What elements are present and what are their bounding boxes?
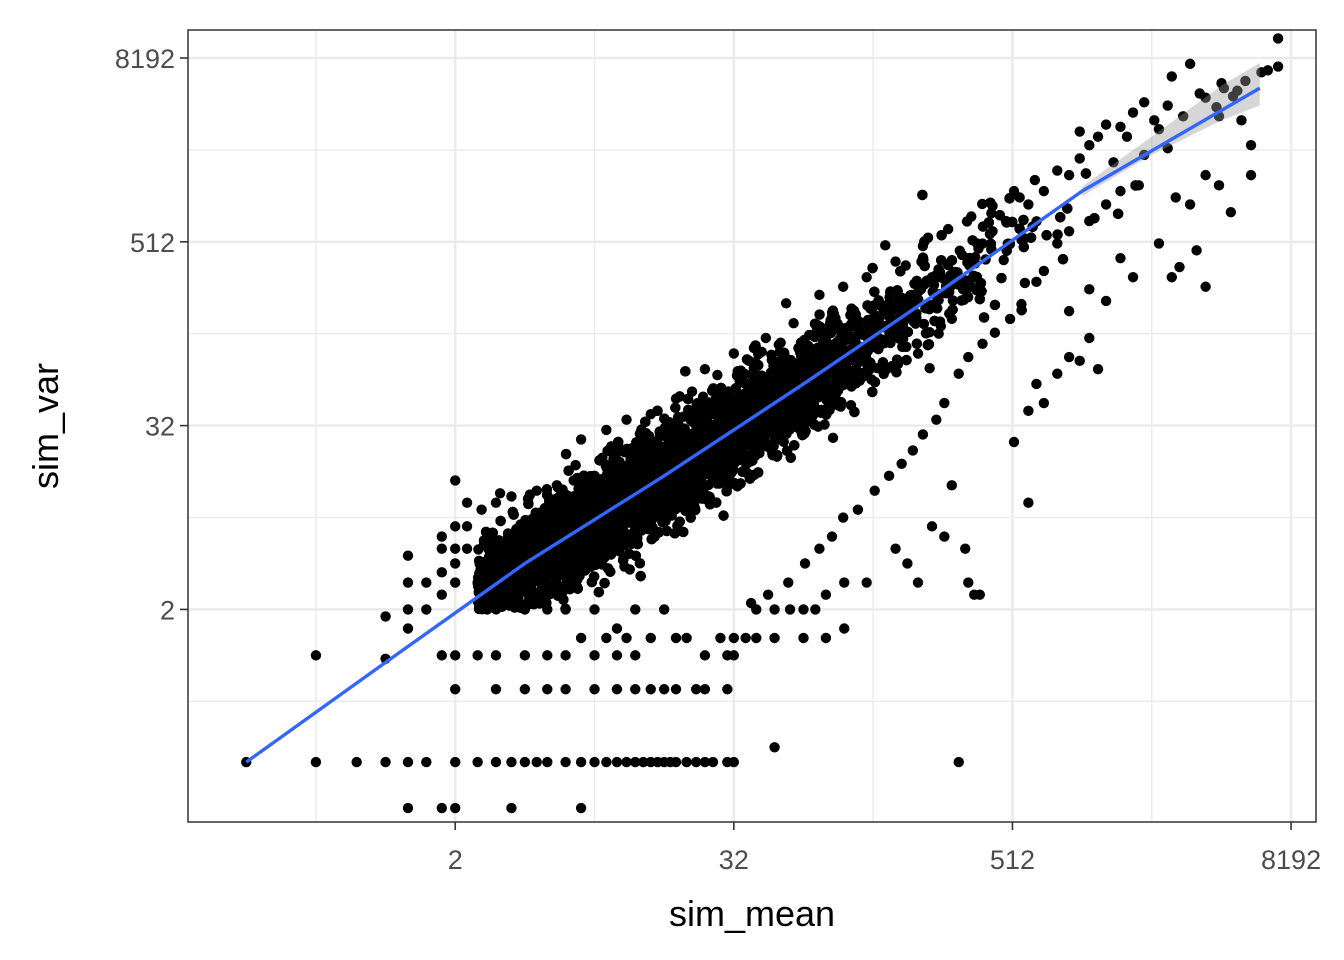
cloud-point xyxy=(1019,277,1031,289)
point-cloud xyxy=(472,168,1141,615)
cloud-point xyxy=(672,411,684,423)
cloud-point xyxy=(998,254,1009,266)
cloud-point xyxy=(977,198,988,210)
cloud-point xyxy=(880,240,891,251)
cloud-point xyxy=(918,318,930,330)
cloud-point xyxy=(924,363,935,374)
cloud-point xyxy=(912,348,924,359)
cloud-point xyxy=(712,369,723,381)
cloud-point xyxy=(827,432,839,444)
cloud-point xyxy=(494,488,506,499)
cloud-point xyxy=(780,298,792,309)
